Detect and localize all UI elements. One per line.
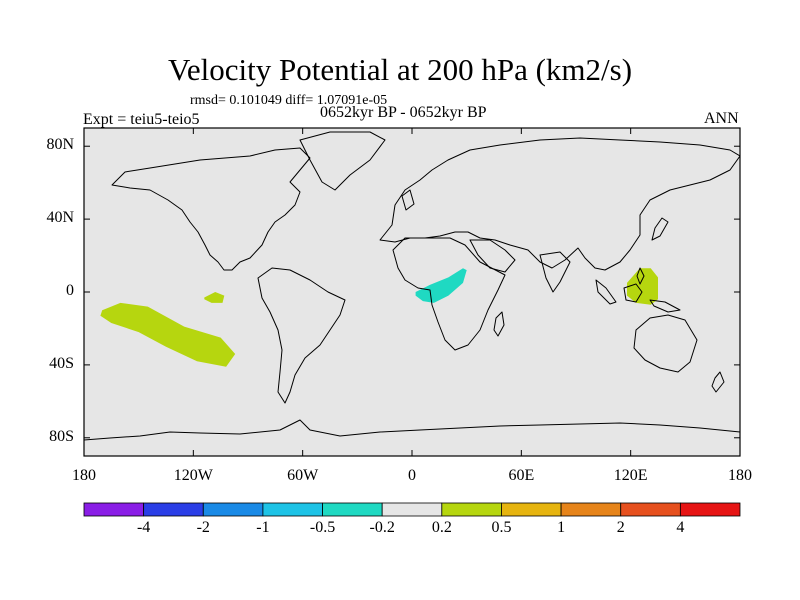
colorbar-label: -0.5	[309, 519, 336, 536]
colorbar	[83, 502, 741, 517]
colorbar-swatch	[202, 502, 264, 517]
coastline-antarctica	[84, 419, 740, 441]
coastline-south-america	[257, 267, 346, 404]
lat-tick-label: 80N	[46, 136, 74, 154]
lon-tick-label: 120E	[613, 467, 648, 484]
colorbar-swatch	[322, 502, 383, 517]
coastline-new-guinea	[649, 299, 681, 313]
period-label: 0652kyr BP - 0652kyr BP	[320, 104, 487, 121]
colorbar-label: -2	[196, 519, 210, 536]
colorbar-label: 0.2	[431, 519, 452, 536]
coastline-australia	[633, 314, 698, 373]
lat-tick-label: 0	[66, 282, 74, 299]
coastline-uk	[401, 189, 415, 211]
coastline-eurasia	[379, 137, 740, 271]
shaded-region-4	[627, 268, 658, 305]
colorbar-label: 0.5	[491, 519, 512, 536]
colorbar-label: 4	[676, 519, 685, 536]
colorbar-swatch	[143, 502, 204, 517]
lat-tick-label: 40N	[46, 209, 74, 227]
coastline-africa	[392, 237, 506, 351]
shaded-regions	[100, 268, 658, 367]
coastline-new-zealand	[711, 371, 725, 393]
colorbar-swatch	[262, 502, 323, 517]
colorbar-swatch	[441, 502, 502, 517]
plot-title: Velocity Potential at 200 hPa (km2/s)	[167, 52, 633, 87]
colorbar-label: 2	[616, 519, 625, 536]
colorbar-label: 1	[557, 519, 566, 536]
coastlines	[84, 131, 740, 441]
coastline-sumatra	[595, 279, 617, 305]
colorbar-swatch	[620, 502, 681, 517]
colorbar-label: -1	[256, 519, 270, 536]
colorbar-swatch	[83, 502, 145, 517]
colorbar-swatch	[381, 502, 443, 517]
lon-tick-label: 60W	[287, 467, 319, 484]
lon-tick-label: 0	[408, 467, 416, 484]
coastline-india	[539, 251, 571, 293]
lat-tick-label: 80S	[49, 427, 74, 445]
coastline-japan	[651, 217, 669, 241]
season-label: ANN	[704, 110, 739, 127]
axis-ticks	[83, 128, 741, 456]
shaded-region-1	[100, 302, 236, 367]
shaded-region-2	[204, 292, 225, 303]
lon-tick-label: 180	[728, 467, 752, 484]
lon-tick-label: 120W	[173, 467, 213, 484]
coastline-madagascar	[493, 311, 505, 337]
coastline-borneo	[623, 283, 643, 303]
lon-tick-label: 180	[72, 467, 96, 484]
coastline-arabia	[469, 239, 516, 273]
shaded-region-3	[415, 268, 467, 303]
coastline-north-america	[111, 147, 311, 271]
colorbar-label: -4	[136, 519, 151, 536]
colorbar-swatch	[501, 502, 562, 517]
lat-tick-label: 40S	[49, 354, 74, 372]
coastline-philippines	[636, 267, 645, 285]
colorbar-swatch	[679, 502, 741, 517]
colorbar-swatch	[560, 502, 622, 517]
experiment-label: Expt = teiu5-teio5	[83, 111, 200, 128]
stats-line: rmsd= 0.101049 diff= 1.07091e-05	[190, 93, 388, 108]
lon-tick-label: 60E	[508, 467, 535, 484]
coastline-greenland	[299, 131, 386, 191]
colorbar-label: -0.2	[369, 519, 395, 536]
